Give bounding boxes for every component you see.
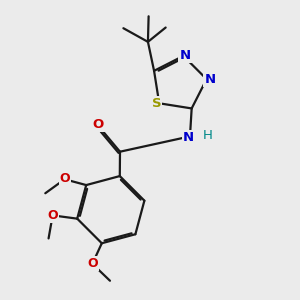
Text: N: N (183, 130, 194, 144)
Text: O: O (47, 209, 58, 222)
Text: S: S (152, 97, 161, 110)
Text: H: H (203, 128, 213, 142)
Text: N: N (204, 73, 216, 86)
Text: N: N (179, 49, 191, 62)
Text: O: O (60, 172, 70, 185)
Text: O: O (93, 118, 104, 131)
Text: O: O (87, 257, 98, 270)
